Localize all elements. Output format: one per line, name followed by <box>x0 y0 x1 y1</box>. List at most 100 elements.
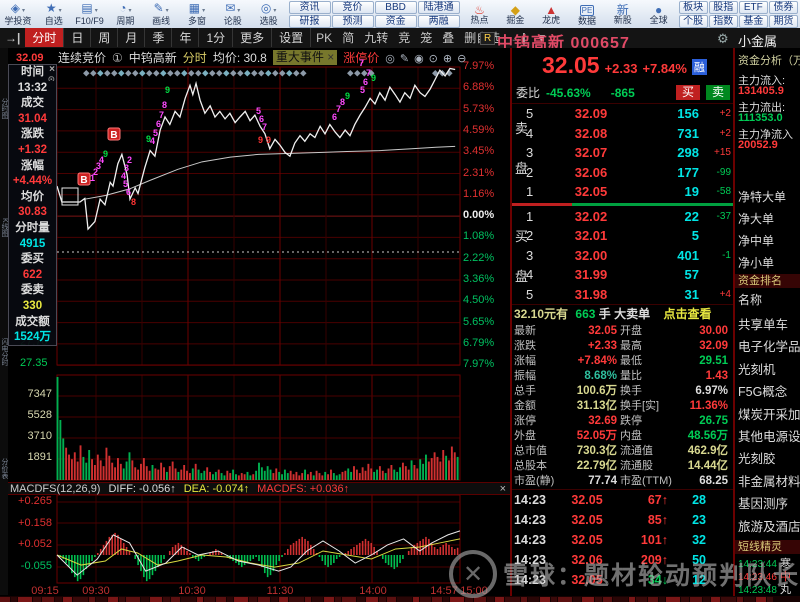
toolbar-button-两融[interactable]: 两融 <box>417 14 460 28</box>
toolbar-button-基金[interactable]: 基金 <box>738 14 768 28</box>
sprite-row[interactable]: 14:23:46 中 <box>738 568 791 584</box>
tab-period-周[interactable]: 周 <box>91 28 119 47</box>
tool-简[interactable]: 简 <box>342 31 355 45</box>
toolbar-icon-掘金[interactable]: ◆ 掘金 <box>497 1 533 27</box>
sector-item[interactable]: F5G概念 <box>738 385 788 400</box>
magnifier-icon[interactable]: ◎ <box>385 52 395 65</box>
toolbar-button-陆港通[interactable]: 陆港通 <box>417 0 460 14</box>
tool-PK[interactable]: PK <box>316 31 333 45</box>
toolbar-icon-热点[interactable]: ♨ 热点 <box>462 1 498 27</box>
dropdown-icon[interactable]: ▼ <box>535 31 548 45</box>
ask-row[interactable]: 2 32.06 177 -99 <box>526 163 733 183</box>
bid-row[interactable]: 3 32.00 401 -1 <box>526 246 733 266</box>
sector-item[interactable]: 电子化学品 <box>738 340 800 355</box>
jump-icon[interactable]: →| <box>510 31 526 45</box>
big-order-alert[interactable]: 32.10元有 663 手 大卖单 点击查看 <box>512 304 733 324</box>
toolbar-icon-F10/F9[interactable]: ▤ ▾ F10/F9 <box>72 1 108 27</box>
macd-close-icon[interactable]: × <box>499 483 506 495</box>
gear-icon[interactable]: ⚙ <box>717 31 729 46</box>
left-tab-分时图[interactable]: 分时图 <box>1 98 8 119</box>
toolbar-button-指数[interactable]: 指数 <box>708 14 738 28</box>
sector-item[interactable]: 非金属材料 <box>738 474 800 489</box>
sprite-row[interactable]: 14:23:48 丸 <box>738 581 791 597</box>
info-icon[interactable]: ① <box>112 50 123 65</box>
tool-竞[interactable]: 竞 <box>398 31 411 45</box>
tab-period-季[interactable]: 季 <box>145 28 173 47</box>
toolbar-icon-选股[interactable]: ◎ ▾ 选股 <box>251 1 287 27</box>
toolbar-button-BBD[interactable]: BBD <box>374 0 417 14</box>
toolbar-button-股指[interactable]: 股指 <box>708 0 738 14</box>
gear-icon[interactable]: ⊙ <box>47 74 55 81</box>
toolbar-icon-画线[interactable]: ✎ ▾ 画线 <box>143 1 179 27</box>
tab-period-月[interactable]: 月 <box>118 28 146 47</box>
sector-item[interactable]: 基因测序 <box>738 497 789 512</box>
left-tab-K线图[interactable]: K线图 <box>1 218 8 237</box>
transaction-row[interactable]: 14:23 32.05 85↑ 23 <box>512 510 733 530</box>
tab-period-年[interactable]: 年 <box>172 28 200 47</box>
buy-button[interactable]: 买 <box>676 85 700 100</box>
tab-period-日[interactable]: 日 <box>64 28 92 47</box>
eye-icon[interactable]: ◉ <box>414 52 424 65</box>
toolbar-button-竞价[interactable]: 竞价 <box>331 0 374 14</box>
toolbar-icon-学投资[interactable]: ◈ ▾ 学投资 <box>0 1 36 27</box>
toolbar-icon-周期[interactable]: ◔ ▾ 周期 <box>107 1 143 27</box>
bid-row[interactable]: 2 32.01 5 <box>526 226 733 246</box>
sprite-row[interactable]: 14:23:44 寒 <box>738 555 791 571</box>
transaction-row[interactable]: 14:23 32.05 101↑ 32 <box>512 530 733 550</box>
crosshair-info-panel[interactable]: 时间 × ⊙ 13:32 成交 31.04 涨跌 +1.32 涨幅 +4.44% 均价 30.83 分时… <box>8 64 57 346</box>
ask-row[interactable]: 4 32.08 731 +2 <box>526 124 733 144</box>
sector-item[interactable]: 光刻胶 <box>738 452 776 467</box>
sector-label[interactable]: 小金属 <box>738 34 778 49</box>
bid-row[interactable]: 4 31.99 57 <box>526 265 733 285</box>
transaction-row[interactable]: 14:23 32.05 34↓ 12 <box>512 570 733 590</box>
sector-item[interactable]: 旅游及酒店 <box>738 519 800 534</box>
tab-period-更多[interactable]: 更多 <box>233 28 273 47</box>
toolbar-icon-论股[interactable]: ✉ ▾ 论股 <box>215 1 251 27</box>
tool-叠[interactable]: 叠 <box>442 31 455 45</box>
sector-item[interactable]: 其他电源设备 <box>738 430 800 444</box>
major-event-button[interactable]: 重大事件 × <box>272 50 338 65</box>
macd-title[interactable]: MACDFS(12,26,9) <box>10 483 101 495</box>
tab-period-1分[interactable]: 1分 <box>199 28 234 47</box>
ask-row[interactable]: 1 32.05 19 -58 <box>526 182 733 202</box>
transaction-row[interactable]: 14:23 32.06 209↑ 50 <box>512 550 733 570</box>
overlay-icon[interactable]: ⊙ <box>428 52 438 65</box>
sell-button[interactable]: 卖 <box>706 85 730 100</box>
bid-row[interactable]: 1 32.02 22 -37 <box>526 207 733 227</box>
toolbar-icon-全球[interactable]: ● 全球 <box>641 1 677 27</box>
transaction-list[interactable]: 14:23 32.05 67↑ 28 14:23 32.05 85↑ 23 14:23 32.05… <box>512 489 733 590</box>
toolbar-button-预测[interactable]: 预测 <box>331 14 374 28</box>
close-icon[interactable]: × <box>49 65 55 75</box>
toolbar-icon-多窗[interactable]: ▦ ▾ 多窗 <box>179 1 215 27</box>
ask-row[interactable]: 5 32.09 156 +2 <box>526 104 733 124</box>
tool-笼[interactable]: 笼 <box>420 31 433 45</box>
toolbar-button-资金[interactable]: 资金 <box>374 14 417 28</box>
toolbar-button-板块[interactable]: 板块 <box>678 0 708 14</box>
bid-row[interactable]: 5 31.98 31 +4 <box>526 285 733 305</box>
sector-item[interactable]: 共享单车 <box>738 318 789 332</box>
close-icon[interactable]: × <box>327 50 335 64</box>
ask-row[interactable]: 3 32.07 298 +15 <box>526 143 733 163</box>
tool-九转[interactable]: 九转 <box>364 31 389 45</box>
toolbar-icon-自选[interactable]: ★ ▾ 自选 <box>36 1 72 27</box>
left-tab-闪电分时[interactable]: 闪电分时 <box>1 338 8 366</box>
sector-item[interactable]: 光刻机 <box>738 362 776 377</box>
toolbar-icon-龙虎[interactable]: ▲ 龙虎 <box>533 1 569 27</box>
sector-item[interactable]: 煤炭开采加工 <box>738 407 800 422</box>
tab-period-设置[interactable]: 设置 <box>272 28 312 47</box>
jump-icon[interactable]: →| <box>5 31 21 45</box>
toolbar-icon-数据[interactable]: PE 数据 <box>569 1 605 27</box>
toolbar-button-个股[interactable]: 个股 <box>678 14 708 28</box>
toolbar-icon-新股[interactable]: 新新股 <box>605 1 641 27</box>
pencil-icon[interactable]: ✎ <box>399 52 410 65</box>
toolbar-button-资讯[interactable]: 资讯 <box>288 0 331 14</box>
zoom-out-icon[interactable]: ⊖ <box>457 52 467 65</box>
toolbar-button-债券[interactable]: 债券 <box>768 0 798 14</box>
toolbar-button-研报[interactable]: 研报 <box>288 14 331 28</box>
toolbar-button-ETF[interactable]: ETF <box>738 0 768 14</box>
toolbar-button-期货[interactable]: 期货 <box>768 14 798 28</box>
left-tab-分价表[interactable]: 分价表 <box>1 458 8 479</box>
transaction-row[interactable]: 14:23 32.05 67↑ 28 <box>512 490 733 510</box>
tab-period-分时[interactable]: 分时 <box>25 28 65 47</box>
